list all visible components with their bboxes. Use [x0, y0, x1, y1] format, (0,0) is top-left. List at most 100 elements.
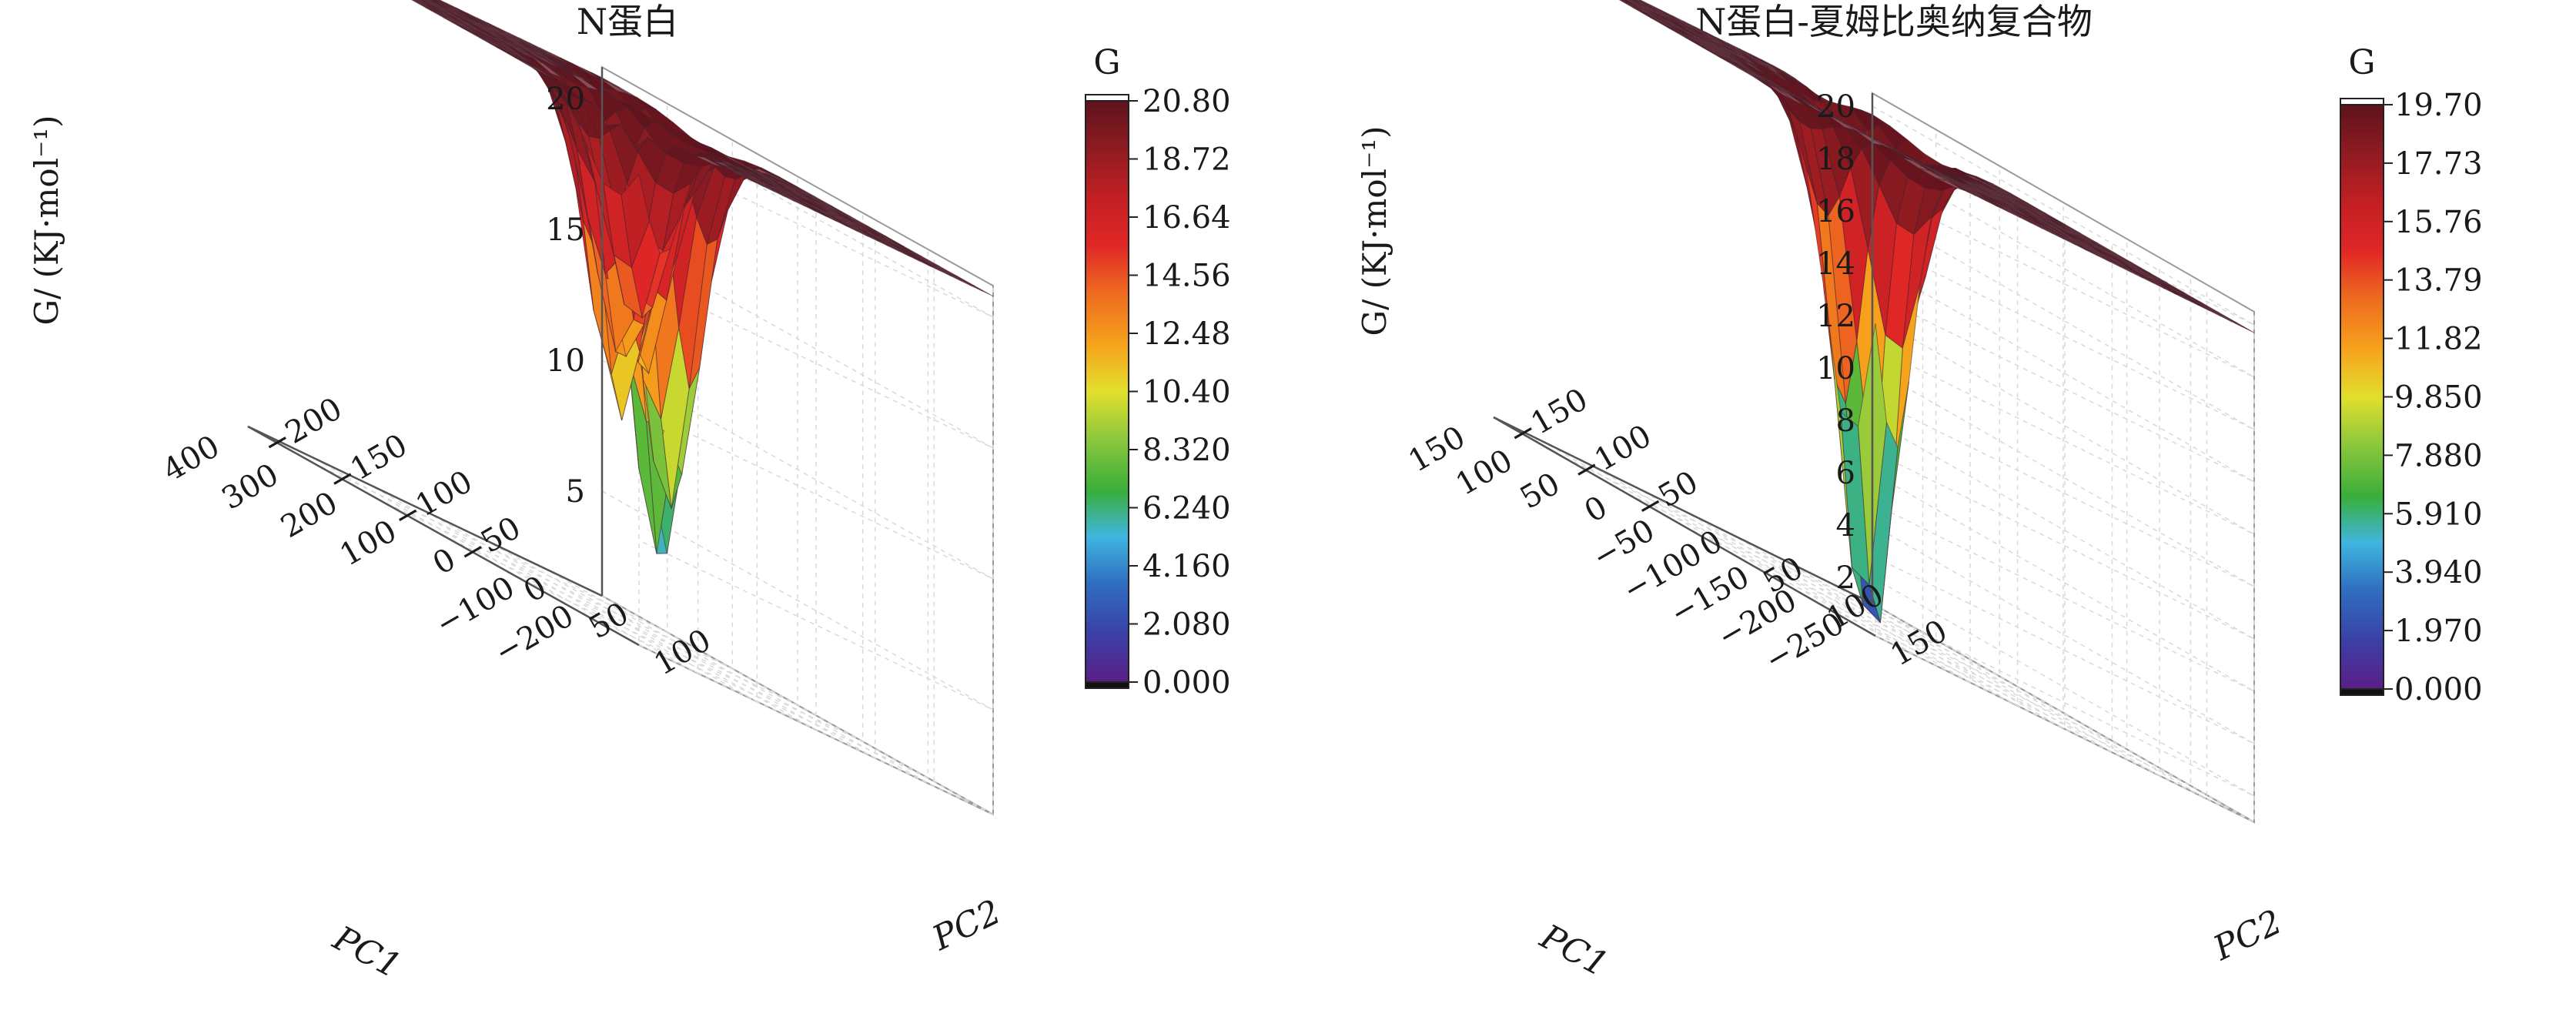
- colorbar-tick-label: 5.910: [2394, 497, 2483, 532]
- colorbar-tick-label: 16.64: [1142, 200, 1231, 236]
- x-tick-label: 200: [275, 485, 343, 545]
- z-tick-labels: 5 10 15 20: [546, 82, 585, 510]
- grid-line-z: [1872, 367, 2255, 587]
- colorbar: G 20.80 18.72 16.64 14.56 12.48 10.40 8.320 6.24…: [1085, 43, 1231, 701]
- colorbar-tick-label: 19.70: [2394, 88, 2483, 123]
- chart-title: N蛋白: [577, 1, 678, 42]
- surface-cell: [1636, 0, 1645, 4]
- z-tick-label: 20: [546, 82, 585, 117]
- grid-line-x: [1730, 242, 2113, 754]
- surface-cell: [1619, 0, 1627, 4]
- plot-area: 2468101214161820−250−200−150−100−5005010…: [1356, 0, 2288, 985]
- fel-3d-plot-n-protein-complex: N蛋白-夏姆比奥纳复合物 2468101214161820−250−200−15…: [1356, 0, 2483, 985]
- grid-line-z: [601, 229, 994, 449]
- y-axis-line: [1493, 416, 1876, 637]
- colorbar-top-cap: [2340, 98, 2384, 105]
- grid-line-y: [574, 249, 929, 779]
- grid-line-y: [1875, 312, 2255, 824]
- y-axis-label: PC2: [926, 892, 1007, 958]
- colorbar-title: G: [2348, 43, 2375, 82]
- x-tick-label: 50: [1514, 466, 1566, 516]
- colorbar-tick-label: 10.40: [1142, 375, 1231, 410]
- colorbar-tick-label: 9.850: [2394, 380, 2483, 416]
- colorbar-tick-label: 6.240: [1142, 491, 1231, 527]
- colorbar-tick-label: 3.940: [2394, 555, 2483, 590]
- z-tick-label: 4: [1836, 508, 1855, 543]
- colorbar-tick-label: 12.48: [1142, 316, 1231, 352]
- colorbar: G 19.70 17.73 15.76 13.79 11.82 9.850 7.880 5.91…: [2340, 43, 2483, 707]
- surface-cell: [417, 0, 425, 3]
- fel-chart-n-protein-complex: N蛋白-夏姆比奥纳复合物 2 4 6 8 10 12 14 16 18 20 −250 −200 −15…: [1309, 0, 2576, 1010]
- z-axis-label: G/ (KJ·mol⁻¹): [1356, 126, 1393, 336]
- colorbar-title: G: [1093, 43, 1120, 82]
- grid-line-y: [313, 103, 668, 634]
- colorbar-tick-label: 20.80: [1142, 84, 1231, 119]
- grid-line-y: [508, 212, 864, 743]
- grid-line-z: [1872, 315, 2255, 535]
- z-axis-label: G/ (KJ·mol⁻¹): [28, 115, 65, 326]
- colorbar-tick-label: 15.76: [2394, 205, 2483, 240]
- x-tick-label: 400: [157, 429, 226, 489]
- surface-cell: [436, 0, 443, 4]
- colorbar-gradient: [1085, 100, 1129, 683]
- grid-line-z: [1872, 472, 2255, 692]
- front-edges: [247, 67, 640, 647]
- fel-chart-n-protein: N蛋白 5 10 15 20 −200 −100 0 100 200 300 400 −200 −150…: [0, 0, 1263, 1010]
- grid-line-z: [1872, 158, 2255, 378]
- surface-cell: [427, 0, 434, 4]
- colorbar-tick-label: 4.160: [1142, 549, 1231, 584]
- grid-line-y: [1748, 239, 2128, 751]
- grid-line-z: [601, 360, 994, 580]
- grid-line-y: [378, 139, 734, 670]
- surface-cell: [1628, 0, 1631, 1]
- z-tick-label: 12: [1816, 299, 1855, 334]
- x-axis-line: [247, 425, 603, 597]
- colorbar-tick-label: 11.82: [2394, 322, 2483, 357]
- colorbar-tick-label: 7.880: [2394, 438, 2483, 473]
- colorbar-bottom-cap: [2340, 688, 2384, 696]
- colorbar-tick-label: 8.320: [1142, 433, 1231, 468]
- z-tick-label: 15: [546, 212, 585, 248]
- surface-cell: [411, 0, 437, 13]
- colorbar-tick-label: 13.79: [2394, 263, 2483, 299]
- grid-line-y: [1621, 166, 2001, 677]
- z-tick-label: 20: [1816, 89, 1855, 125]
- surface-cell: [414, 0, 422, 3]
- colorbar-tick-label: 1.970: [2394, 614, 2483, 649]
- colorbar-tick-label: 17.73: [2394, 146, 2483, 182]
- energy-surface: [411, 0, 994, 554]
- surface-cell: [411, 0, 419, 3]
- surface-cell: [433, 0, 440, 4]
- surface-cell: [1618, 0, 1644, 14]
- x-axis-line: [1493, 416, 1873, 605]
- grid-line-x: [1872, 312, 2255, 824]
- z-tick-label: 8: [1836, 403, 1855, 439]
- x-tick-label: 300: [216, 457, 285, 517]
- x-axis-label: PC1: [1534, 917, 1614, 985]
- x-tick-label: 0: [1578, 490, 1613, 530]
- z-tick-label: 14: [1816, 246, 1855, 282]
- surface-cell: [1625, 0, 1637, 5]
- z-tick-labels: 2 4 6 8 10 12 14 16 18 20: [1816, 89, 1855, 596]
- grid-line-x: [1541, 149, 1924, 661]
- grid-line-y: [1557, 129, 1937, 641]
- colorbar-tick-label: 0.000: [2394, 672, 2483, 707]
- colorbar-tick-label: 18.72: [1142, 142, 1231, 178]
- z-tick-label: 16: [1816, 194, 1855, 229]
- surface-cell: [1631, 0, 1635, 2]
- colorbar-gradient: [2340, 104, 2384, 690]
- colorbar-tick-label: 14.56: [1142, 259, 1231, 294]
- z-tick-label: 5: [566, 474, 585, 510]
- z-tick-label: 18: [1816, 142, 1855, 177]
- surface-cell: [1634, 0, 1641, 3]
- grid-line-y: [1684, 202, 2064, 714]
- front-edges: [1493, 93, 1876, 637]
- y-axis-label: PC2: [2207, 902, 2288, 968]
- colorbar-tick-label: 2.080: [1142, 607, 1231, 643]
- grid-line-y: [1812, 275, 2192, 787]
- grid-line-x: [1587, 172, 1971, 684]
- z-tick-label: 10: [546, 343, 585, 379]
- surface-cell: [420, 0, 428, 3]
